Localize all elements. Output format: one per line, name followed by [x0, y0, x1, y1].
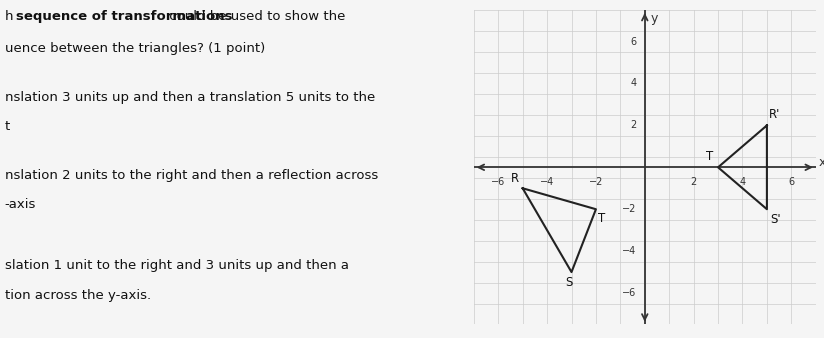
- Text: −6: −6: [491, 177, 505, 187]
- Text: 2: 2: [630, 120, 636, 130]
- Text: −2: −2: [622, 204, 636, 214]
- Text: y: y: [651, 12, 658, 25]
- Text: −4: −4: [622, 246, 636, 256]
- Text: -axis: -axis: [5, 198, 36, 211]
- Text: t: t: [5, 120, 10, 133]
- Text: T: T: [598, 212, 606, 225]
- Text: slation 1 unit to the right and 3 units up and then a: slation 1 unit to the right and 3 units …: [5, 259, 349, 271]
- Text: sequence of transformations: sequence of transformations: [16, 10, 233, 23]
- Text: R: R: [511, 172, 519, 185]
- Text: tion across the y-axis.: tion across the y-axis.: [5, 289, 151, 302]
- Text: T: T: [706, 150, 713, 163]
- Text: 2: 2: [691, 177, 697, 187]
- Text: h: h: [5, 10, 17, 23]
- Text: 6: 6: [789, 177, 794, 187]
- Text: uence between the triangles? (1 point): uence between the triangles? (1 point): [5, 42, 265, 55]
- Text: 4: 4: [630, 78, 636, 89]
- Text: −2: −2: [588, 177, 603, 187]
- Text: x: x: [818, 155, 824, 169]
- Text: S': S': [770, 213, 781, 226]
- Text: −4: −4: [540, 177, 555, 187]
- Text: S: S: [565, 276, 573, 289]
- Text: −6: −6: [622, 288, 636, 298]
- Text: nslation 2 units to the right and then a reflection across: nslation 2 units to the right and then a…: [5, 169, 378, 182]
- Text: could be used to show the: could be used to show the: [166, 10, 345, 23]
- Text: 4: 4: [739, 177, 746, 187]
- Text: R': R': [770, 108, 780, 121]
- Text: 6: 6: [630, 37, 636, 47]
- Text: nslation 3 units up and then a translation 5 units to the: nslation 3 units up and then a translati…: [5, 91, 375, 104]
